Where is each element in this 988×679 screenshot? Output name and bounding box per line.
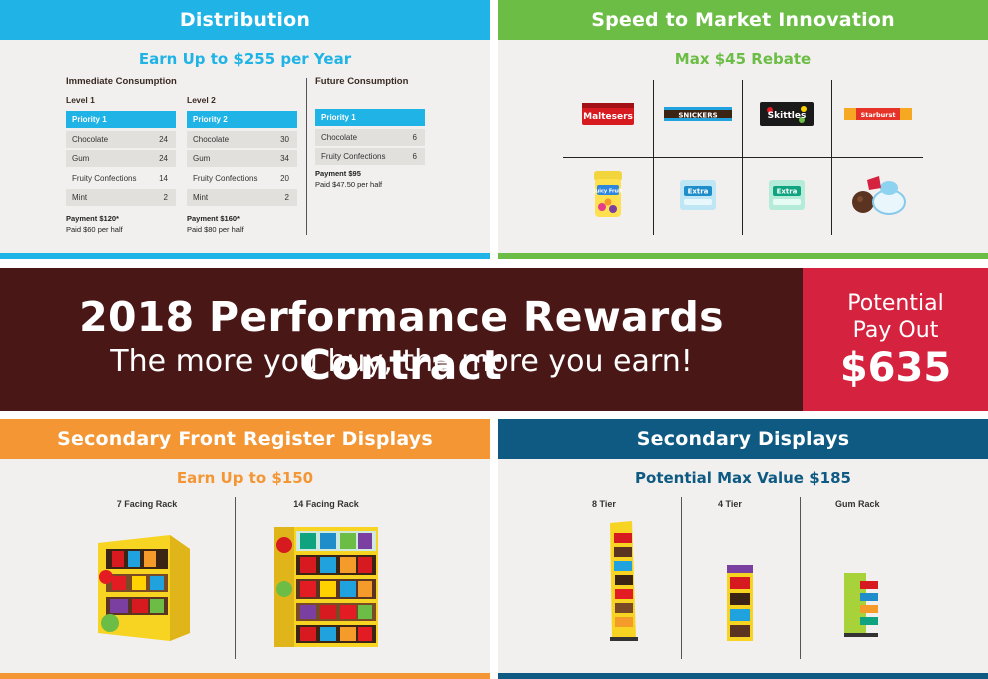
level-2-table: Priority 2 Chocolate 30 Gum 34 Fruity Conf… <box>187 111 297 206</box>
table-row: Mint 2 <box>187 189 297 206</box>
distribution-bottom-bar <box>0 253 490 259</box>
display-label-8-tier: 8 Tier <box>592 499 616 509</box>
immediate-consumption-title: Immediate Consumption <box>66 76 177 87</box>
level-2-column: Level 2 Priority 2 Chocolate 30 Gum 34 Fru… <box>187 95 297 235</box>
juicy-fruit-jar-icon: Juicy Fruit <box>578 166 638 224</box>
svg-text:Extra: Extra <box>777 188 798 196</box>
distribution-divider <box>306 78 307 235</box>
table-row: Fruity Confections 14 <box>72 173 168 183</box>
gum-rack-icon <box>840 567 882 646</box>
fourteen-facing-rack-icon <box>270 519 386 656</box>
table-row: Mint 2 <box>66 189 176 206</box>
front-title: Secondary Front Register Displays <box>0 419 490 459</box>
extra-chewy-mints-icon: Extra <box>746 166 828 224</box>
starburst-pack-icon: Starburst <box>835 92 921 136</box>
snickers-bar-icon: SNICKERS <box>657 92 739 136</box>
front-register-panel: Secondary Front Register Displays Earn U… <box>0 419 490 679</box>
svg-text:Juicy Fruit: Juicy Fruit <box>593 189 623 195</box>
level-1-payment: Payment $120* Paid $60 per half <box>66 214 123 234</box>
speed-to-market-panel: Speed to Market Innovation Max $45 Rebat… <box>498 0 988 259</box>
secondary-divider <box>681 497 682 659</box>
svg-text:Starburst: Starburst <box>861 111 896 119</box>
secondary-title: Secondary Displays <box>498 419 988 459</box>
svg-text:Skittles: Skittles <box>768 111 807 121</box>
eight-tier-display-icon <box>602 519 644 650</box>
front-divider <box>235 497 236 659</box>
immediate-consumption-section: Immediate Consumption <box>66 76 177 87</box>
secondary-displays-panel: Secondary Displays Potential Max Value $… <box>498 419 988 679</box>
distribution-panel: Distribution Earn Up to $255 per Year Im… <box>0 0 490 259</box>
future-consumption-title: Future Consumption <box>315 76 409 87</box>
future-header: Priority 1 <box>315 109 425 126</box>
contract-banner: 2018 Performance Rewards Contract The mo… <box>0 268 803 411</box>
grid-divider <box>563 157 923 158</box>
display-label-gum-rack: Gum Rack <box>835 499 880 509</box>
speed-subtitle: Max $45 Rebate <box>674 50 812 68</box>
front-bottom-bar <box>0 673 490 679</box>
skittles-pack-icon: Skittles <box>746 92 828 136</box>
svg-text:Extra: Extra <box>688 188 709 196</box>
seven-facing-rack-icon <box>92 529 196 652</box>
future-column: Priority 1 Chocolate 6 Fruity Confections… <box>315 109 425 190</box>
svg-text:Maltesers: Maltesers <box>583 112 633 122</box>
table-row: Chocolate 24 <box>66 130 176 148</box>
secondary-bottom-bar <box>498 673 988 679</box>
distribution-title: Distribution <box>0 0 490 40</box>
payout-line-2: Pay Out <box>852 318 939 343</box>
table-row: Fruity Confections 6 <box>315 148 425 165</box>
chocolate-mint-candies-icon <box>835 166 921 224</box>
table-row: Gum 34 <box>187 150 297 167</box>
rack-label-7: 7 Facing Rack <box>116 499 178 509</box>
table-row: Chocolate 30 <box>187 130 297 148</box>
level-1-column: Level 1 Priority 1 Chocolate 24 Gum 24 Fru… <box>66 95 176 235</box>
level-1-label: Level 1 <box>66 95 95 105</box>
secondary-subtitle: Potential Max Value $185 <box>635 469 851 487</box>
extra-gum-pack-icon: Extra <box>657 166 739 224</box>
speed-title: Speed to Market Innovation <box>498 0 988 40</box>
svg-text:SNICKERS: SNICKERS <box>678 112 717 120</box>
rack-label-14: 14 Facing Rack <box>293 499 359 509</box>
front-subtitle: Earn Up to $150 <box>176 469 314 487</box>
future-table: Priority 1 Chocolate 6 Fruity Confections… <box>315 109 425 165</box>
banner-subtitle: The more you buy, the more you earn! <box>110 344 693 379</box>
level-1-table: Priority 1 Chocolate 24 Gum 24 Fruity Conf… <box>66 111 176 206</box>
table-row: Chocolate 6 <box>315 128 425 146</box>
payout-line-1: Potential <box>847 291 944 316</box>
maltesers-box-icon: Maltesers <box>568 92 648 136</box>
future-consumption-section: Future Consumption <box>315 76 408 87</box>
display-label-4-tier: 4 Tier <box>718 499 742 509</box>
secondary-divider <box>800 497 801 659</box>
future-payment: Payment $95 Paid $47.50 per half <box>315 169 383 189</box>
payout-amount: $635 <box>839 345 952 391</box>
level-1-header: Priority 1 <box>66 111 176 128</box>
four-tier-display-icon <box>722 561 758 650</box>
table-row: Gum 24 <box>66 150 176 167</box>
distribution-subtitle: Earn Up to $255 per Year <box>138 50 352 68</box>
level-2-label: Level 2 <box>187 95 216 105</box>
banner-title: 2018 Performance Rewards Contract <box>79 293 724 389</box>
table-row: Fruity Confections 20 <box>193 173 289 183</box>
speed-bottom-bar <box>498 253 988 259</box>
level-2-payment: Payment $160* Paid $80 per half <box>187 214 244 234</box>
potential-payout-box: Potential Pay Out $635 <box>803 268 988 411</box>
level-2-header: Priority 2 <box>187 111 297 128</box>
